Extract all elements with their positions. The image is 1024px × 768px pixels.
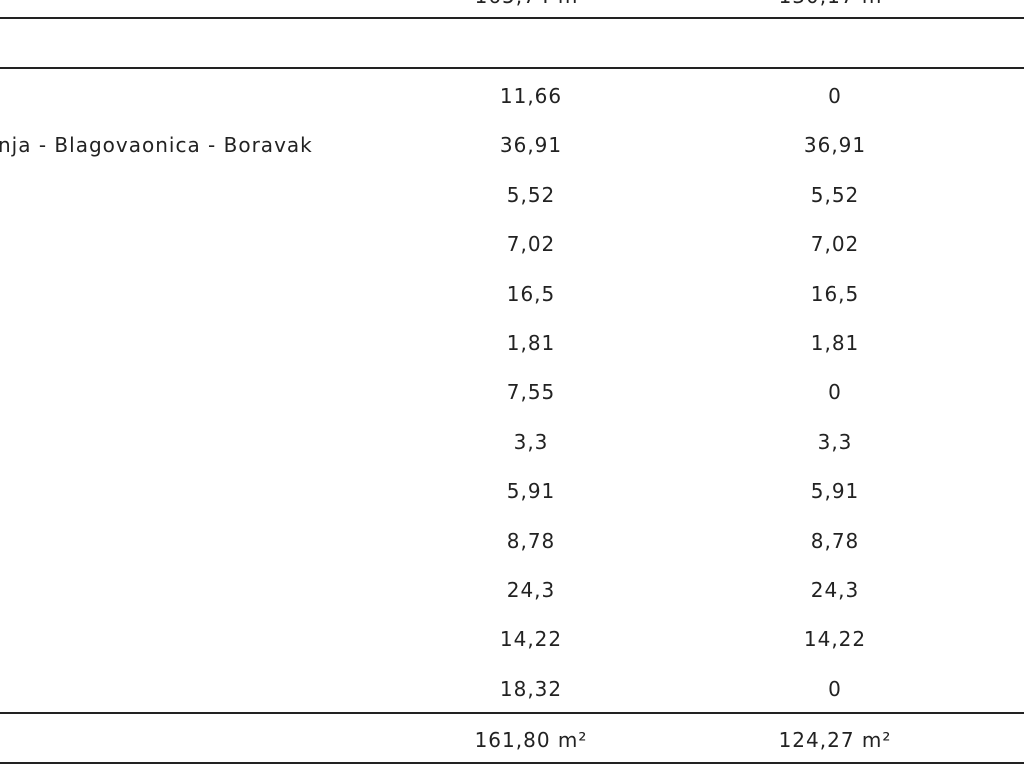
net-area-cell: 0	[828, 380, 842, 405]
net-area-cell: 0	[828, 84, 842, 108]
area-cell: 18,32	[499, 676, 563, 701]
net-area-cell: 14,22	[803, 627, 867, 652]
net-area-cell: 3,3	[817, 429, 853, 454]
area-cell: 36,91	[499, 133, 563, 158]
net-area-cell: 5,52	[810, 182, 860, 207]
net-area-cell: 16,5	[810, 281, 860, 306]
area-cell: 7,55	[506, 380, 556, 405]
net-area-cell: 1,81	[810, 331, 860, 355]
total-cell: 130,17 m²	[779, 0, 892, 8]
area-cell: 5,52	[506, 182, 556, 207]
net-area-cell: 0	[828, 676, 842, 701]
total-cell: 161,80 m²	[474, 728, 588, 752]
total-cell: 124,27 m²	[778, 728, 892, 752]
area-cell: 5,91	[506, 479, 556, 504]
area-cell: 3,3	[513, 429, 549, 454]
rule	[0, 17, 1024, 19]
net-area-cell: 36,91	[803, 133, 867, 158]
area-cell: 16,5	[506, 281, 556, 306]
room-name: nja - Blagovaonica - Boravak	[0, 133, 313, 158]
net-area-cell: 24,3	[810, 578, 860, 602]
area-cell: 1,81	[506, 331, 556, 355]
area-cell: 24,3	[506, 578, 556, 602]
total-cell: 165,74 m²	[475, 0, 588, 8]
area-cell: 14,22	[499, 627, 563, 652]
net-area-cell: 8,78	[810, 528, 860, 553]
rule	[0, 67, 1024, 69]
net-area-cell: 7,02	[810, 232, 860, 257]
net-area-cell: 5,91	[810, 479, 860, 504]
area-cell: 7,02	[506, 232, 556, 257]
area-cell: 8,78	[506, 528, 556, 553]
area-cell: 11,66	[499, 84, 563, 108]
rule	[0, 712, 1024, 714]
rule	[0, 762, 1024, 764]
